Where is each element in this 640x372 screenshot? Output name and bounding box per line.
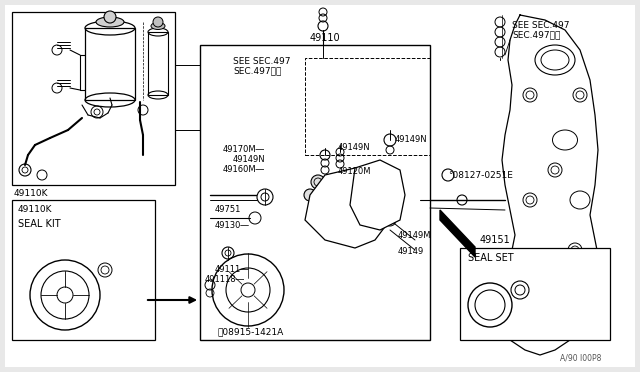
Circle shape: [257, 189, 273, 205]
Bar: [12, 12, 175, 185]
Text: SEE SEC.497: SEE SEC.497: [233, 58, 291, 67]
Text: 49160M―: 49160M―: [223, 166, 265, 174]
Ellipse shape: [151, 22, 165, 29]
Circle shape: [304, 189, 316, 201]
Text: 49110K: 49110K: [18, 205, 52, 215]
Text: 49149N: 49149N: [395, 135, 428, 144]
Bar: [200, 45, 430, 340]
Text: 49151: 49151: [480, 235, 511, 245]
Bar: [12, 200, 155, 340]
Text: 49149N: 49149N: [338, 144, 371, 153]
Text: ⓜ08915-1421A: ⓜ08915-1421A: [218, 327, 284, 337]
Polygon shape: [305, 168, 395, 248]
Text: 49149N: 49149N: [232, 155, 265, 164]
Text: SEC.497参図: SEC.497参図: [233, 67, 282, 76]
Text: 49149: 49149: [398, 247, 424, 257]
Polygon shape: [530, 265, 560, 295]
Text: 49111―: 49111―: [215, 266, 250, 275]
Polygon shape: [350, 160, 405, 230]
Polygon shape: [92, 278, 122, 310]
Bar: [305, 58, 430, 155]
Text: 49149M: 49149M: [398, 231, 431, 240]
Text: 49120M: 49120M: [338, 167, 371, 176]
Text: °08127-0251E: °08127-0251E: [448, 170, 513, 180]
Text: 49110K: 49110K: [14, 189, 49, 198]
Text: SEE SEC.497: SEE SEC.497: [512, 20, 570, 29]
Text: A/90 I00P8: A/90 I00P8: [560, 353, 602, 362]
Polygon shape: [440, 210, 475, 257]
Text: 49751: 49751: [215, 205, 241, 215]
Text: 49110: 49110: [310, 33, 340, 43]
Text: SEAL SET: SEAL SET: [468, 253, 514, 263]
Circle shape: [311, 175, 325, 189]
Bar: [460, 248, 610, 340]
Bar: [148, 32, 168, 95]
Text: SEAL KIT: SEAL KIT: [18, 219, 61, 229]
Ellipse shape: [96, 17, 124, 27]
Bar: [85, 28, 135, 100]
Circle shape: [104, 11, 116, 23]
Text: SEC.497参照: SEC.497参照: [512, 31, 561, 39]
Circle shape: [153, 17, 163, 27]
Text: 49170M―: 49170M―: [223, 145, 265, 154]
Text: 491118―: 491118―: [205, 276, 245, 285]
Text: 49130―: 49130―: [215, 221, 250, 230]
